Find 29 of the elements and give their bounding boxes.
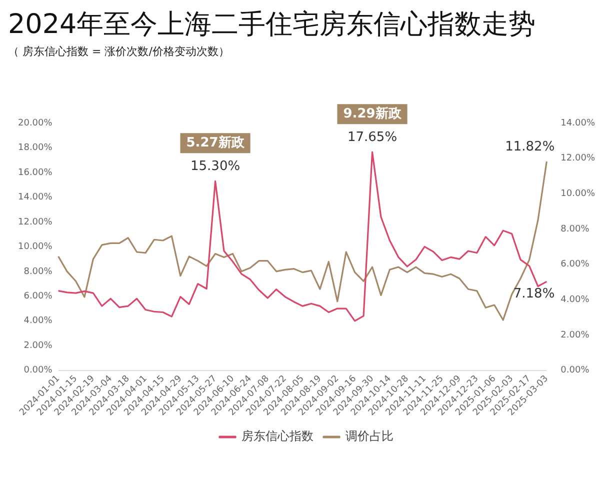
y-tick-label: 16.00%: [18, 168, 53, 178]
y-tick-label: 14.00%: [18, 192, 53, 203]
y-tick-label: 0.00%: [24, 366, 53, 376]
y2-tick-label: 0.00%: [560, 366, 590, 376]
y2-tick-label: 14.00%: [560, 118, 596, 128]
y2-tick-label: 8.00%: [560, 224, 590, 234]
annotation: 5.27新政: [186, 134, 246, 151]
y-tick-label: 2.00%: [24, 340, 53, 351]
y-tick-label: 4.00%: [24, 316, 53, 326]
legend-label: 调价占比: [346, 429, 394, 444]
data-label: 17.65%: [347, 130, 398, 145]
data-label: 11.82%: [505, 139, 555, 154]
y2-tick-label: 12.00%: [560, 154, 596, 164]
annotation: 9.29新政: [343, 105, 402, 122]
data-label: 7.18%: [513, 286, 555, 302]
y-tick-label: 8.00%: [24, 266, 53, 277]
chart-title: 2024年至今上海二手住宅房东信心指数走势: [8, 8, 537, 42]
chart-subtitle: （ 房东信心指数 = 涨价次数/价格变动次数）: [8, 44, 230, 59]
y-tick-label: 12.00%: [18, 217, 53, 228]
y-tick-label: 6.00%: [24, 292, 53, 302]
y2-tick-label: 2.00%: [560, 330, 590, 340]
y2-tick-label: 6.00%: [560, 260, 590, 270]
y-tick-label: 18.00%: [18, 143, 53, 154]
legend-label: 房东信心指数: [242, 429, 314, 444]
data-label: 15.30%: [190, 159, 240, 174]
y2-tick-label: 4.00%: [560, 295, 590, 306]
y2-tick-label: 10.00%: [560, 189, 596, 200]
y-tick-label: 10.00%: [18, 242, 53, 252]
y-tick-label: 20.00%: [18, 118, 53, 128]
